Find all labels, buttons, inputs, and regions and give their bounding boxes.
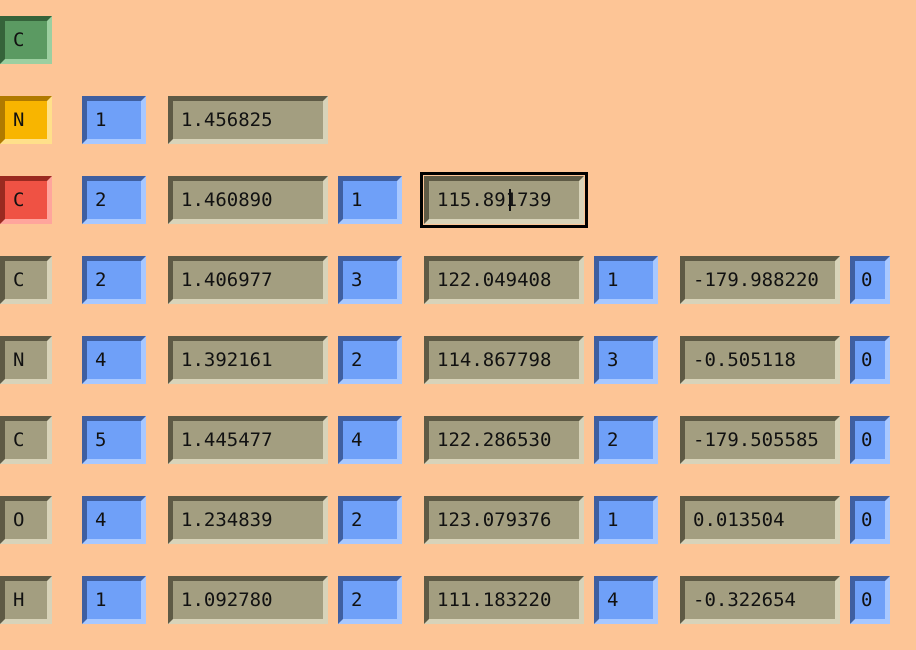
dihedral-reference-field[interactable]: 2 <box>594 416 658 464</box>
bond-length-field[interactable]: 1.234839 <box>168 496 328 544</box>
dihedral-angle-field[interactable]: -0.322654 <box>680 576 840 624</box>
bond-angle-field[interactable]: 123.079376 <box>424 496 584 544</box>
bond-reference-field[interactable]: 1 <box>82 576 146 624</box>
dihedral-flag-field[interactable]: 0 <box>850 256 890 304</box>
element-field[interactable]: N <box>0 96 52 144</box>
zmatrix-row: O 4 1.234839 2 123.079376 1 0.013504 0 <box>0 496 916 544</box>
zmatrix-row: H 1 1.092780 2 111.183220 4 -0.322654 0 <box>0 576 916 624</box>
zmatrix-row: N 4 1.392161 2 114.867798 3 -0.505118 0 <box>0 336 916 384</box>
bond-length-field[interactable]: 1.392161 <box>168 336 328 384</box>
element-field[interactable]: C <box>0 16 52 64</box>
zmatrix-row: C <box>0 16 916 64</box>
angle-reference-field[interactable]: 4 <box>338 416 402 464</box>
element-field[interactable]: O <box>0 496 52 544</box>
dihedral-angle-field[interactable]: 0.013504 <box>680 496 840 544</box>
angle-reference-field[interactable]: 2 <box>338 576 402 624</box>
bond-reference-field[interactable]: 1 <box>82 96 146 144</box>
dihedral-reference-field[interactable]: 4 <box>594 576 658 624</box>
zmatrix-row: C 5 1.445477 4 122.286530 2 -179.505585 … <box>0 416 916 464</box>
bond-angle-field[interactable]: 122.049408 <box>424 256 584 304</box>
angle-reference-field[interactable]: 2 <box>338 496 402 544</box>
zmatrix-row: C 2 1.406977 3 122.049408 1 -179.988220 … <box>0 256 916 304</box>
bond-length-field[interactable]: 1.445477 <box>168 416 328 464</box>
element-field[interactable]: C <box>0 176 52 224</box>
angle-reference-field[interactable]: 1 <box>338 176 402 224</box>
dihedral-flag-field[interactable]: 0 <box>850 496 890 544</box>
bond-angle-field[interactable]: 111.183220 <box>424 576 584 624</box>
bond-angle-field[interactable]: 115.891739 <box>424 176 584 224</box>
element-field[interactable]: N <box>0 336 52 384</box>
element-field[interactable]: C <box>0 256 52 304</box>
text-caret <box>509 189 511 211</box>
bond-length-field[interactable]: 1.092780 <box>168 576 328 624</box>
bond-reference-field[interactable]: 5 <box>82 416 146 464</box>
zmatrix-row: C 2 1.460890 1 115.891739 <box>0 172 916 228</box>
dihedral-flag-field[interactable]: 0 <box>850 416 890 464</box>
bond-reference-field[interactable]: 2 <box>82 256 146 304</box>
dihedral-reference-field[interactable]: 3 <box>594 336 658 384</box>
bond-length-field[interactable]: 1.406977 <box>168 256 328 304</box>
bond-length-field[interactable]: 1.460890 <box>168 176 328 224</box>
element-field[interactable]: C <box>0 416 52 464</box>
bond-reference-field[interactable]: 4 <box>82 496 146 544</box>
dihedral-flag-field[interactable]: 0 <box>850 576 890 624</box>
bond-reference-field[interactable]: 4 <box>82 336 146 384</box>
dihedral-angle-field[interactable]: -0.505118 <box>680 336 840 384</box>
dihedral-angle-field[interactable]: -179.988220 <box>680 256 840 304</box>
dihedral-flag-field[interactable]: 0 <box>850 336 890 384</box>
element-field[interactable]: H <box>0 576 52 624</box>
bond-angle-field[interactable]: 114.867798 <box>424 336 584 384</box>
bond-length-field[interactable]: 1.456825 <box>168 96 328 144</box>
zmatrix-row: N 1 1.456825 <box>0 96 916 144</box>
bond-angle-field[interactable]: 122.286530 <box>424 416 584 464</box>
angle-reference-field[interactable]: 3 <box>338 256 402 304</box>
dihedral-reference-field[interactable]: 1 <box>594 496 658 544</box>
dihedral-angle-field[interactable]: -179.505585 <box>680 416 840 464</box>
bond-reference-field[interactable]: 2 <box>82 176 146 224</box>
angle-reference-field[interactable]: 2 <box>338 336 402 384</box>
dihedral-reference-field[interactable]: 1 <box>594 256 658 304</box>
